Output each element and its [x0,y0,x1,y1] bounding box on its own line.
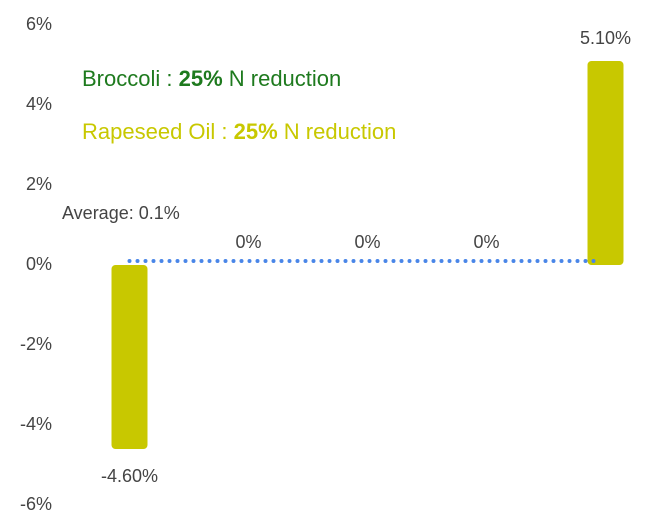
value-label: 0% [473,232,499,252]
annotation-part: N reduction [278,119,397,144]
value-label: 0% [235,232,261,252]
average-label: Average: 0.1% [62,203,180,223]
annotation-part: 25% [179,66,223,91]
annotation-part: Broccoli : [82,66,179,91]
y-tick-label: 0% [26,254,52,274]
value-label: 0% [354,232,380,252]
y-tick-label: -6% [20,494,52,514]
annotation-part: Rapeseed Oil : [82,119,234,144]
annotation: Broccoli : 25% N reduction [82,66,341,91]
y-tick-label: -2% [20,334,52,354]
y-tick-label: 4% [26,94,52,114]
annotation-part: N reduction [223,66,342,91]
y-tick-label: 2% [26,174,52,194]
annotation-part: 25% [234,119,278,144]
value-label: 5.10% [580,28,631,48]
bar [111,265,148,449]
annotation: Rapeseed Oil : 25% N reduction [82,119,396,144]
y-tick-label: 6% [26,14,52,34]
value-label: -4.60% [101,466,158,486]
bar [587,61,624,265]
y-tick-label: -4% [20,414,52,434]
